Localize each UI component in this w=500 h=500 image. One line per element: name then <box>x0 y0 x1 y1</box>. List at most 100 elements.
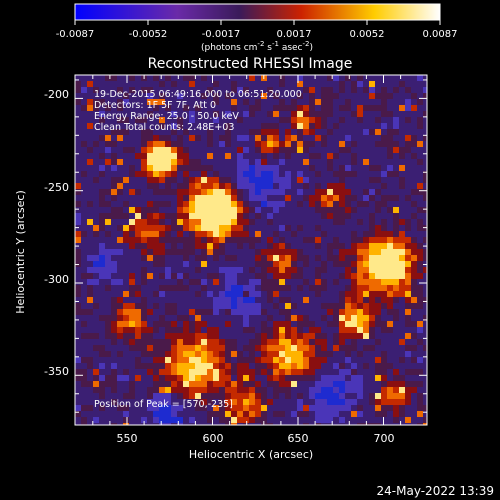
image-pixel <box>411 105 417 111</box>
image-pixel <box>219 177 225 183</box>
image-pixel <box>129 147 135 153</box>
image-pixel <box>225 195 231 201</box>
image-pixel <box>351 135 357 141</box>
image-pixel <box>375 303 381 309</box>
image-pixel <box>357 423 363 425</box>
image-pixel <box>285 225 291 231</box>
image-pixel <box>147 99 153 105</box>
plot-title: Reconstructed RHESSI Image <box>148 56 353 72</box>
image-pixel <box>345 345 351 351</box>
image-pixel <box>273 411 279 417</box>
image-pixel <box>285 249 291 255</box>
image-pixel <box>423 129 427 135</box>
image-pixel <box>267 321 273 327</box>
image-pixel <box>147 345 153 351</box>
image-pixel <box>291 141 297 147</box>
image-pixel <box>303 363 309 369</box>
image-pixel <box>225 351 231 357</box>
image-pixel <box>363 159 369 165</box>
image-pixel <box>345 159 351 165</box>
image-pixel <box>123 339 129 345</box>
image-pixel <box>123 363 129 369</box>
image-pixel <box>309 297 315 303</box>
image-pixel <box>387 225 393 231</box>
image-pixel <box>357 309 363 315</box>
image-pixel <box>273 351 279 357</box>
image-pixel <box>291 171 297 177</box>
image-pixel <box>369 351 375 357</box>
image-pixel <box>375 351 381 357</box>
image-pixel <box>339 411 345 417</box>
image-pixel <box>207 99 213 105</box>
image-pixel <box>267 111 273 117</box>
image-pixel <box>87 87 93 93</box>
image-pixel <box>399 291 405 297</box>
image-pixel <box>159 417 165 423</box>
image-pixel <box>417 285 423 291</box>
image-pixel <box>273 81 279 87</box>
image-pixel <box>297 399 303 405</box>
image-pixel <box>135 351 141 357</box>
image-pixel <box>297 225 303 231</box>
image-pixel <box>93 279 99 285</box>
image-pixel <box>273 273 279 279</box>
image-pixel <box>117 81 123 87</box>
image-pixel <box>189 183 195 189</box>
image-pixel <box>219 297 225 303</box>
image-pixel <box>219 213 225 219</box>
image-pixel <box>129 321 135 327</box>
image-pixel <box>93 177 99 183</box>
image-pixel <box>387 375 393 381</box>
image-pixel <box>123 207 129 213</box>
image-pixel <box>357 147 363 153</box>
image-pixel <box>129 381 135 387</box>
image-pixel <box>417 399 423 405</box>
image-pixel <box>357 111 363 117</box>
image-pixel <box>243 225 249 231</box>
image-pixel <box>423 321 427 327</box>
image-pixel <box>75 267 81 273</box>
image-pixel <box>261 243 267 249</box>
image-pixel <box>267 405 273 411</box>
image-pixel <box>267 219 273 225</box>
image-pixel <box>351 81 357 87</box>
image-pixel <box>273 99 279 105</box>
image-pixel <box>195 75 201 81</box>
image-pixel <box>189 219 195 225</box>
image-pixel <box>363 327 369 333</box>
image-pixel <box>327 297 333 303</box>
image-pixel <box>207 363 213 369</box>
image-pixel <box>255 357 261 363</box>
image-pixel <box>195 123 201 129</box>
image-pixel <box>375 399 381 405</box>
image-pixel <box>81 309 87 315</box>
image-pixel <box>237 297 243 303</box>
image-pixel <box>423 417 427 423</box>
image-pixel <box>303 117 309 123</box>
image-pixel <box>351 351 357 357</box>
image-pixel <box>195 405 201 411</box>
image-pixel <box>189 147 195 153</box>
image-pixel <box>405 207 411 213</box>
image-pixel <box>195 399 201 405</box>
image-pixel <box>225 105 231 111</box>
image-pixel <box>111 117 117 123</box>
image-pixel <box>93 303 99 309</box>
image-pixel <box>369 363 375 369</box>
image-pixel <box>99 237 105 243</box>
image-pixel <box>213 219 219 225</box>
image-pixel <box>381 231 387 237</box>
image-pixel <box>123 189 129 195</box>
image-pixel <box>195 261 201 267</box>
image-pixel <box>333 285 339 291</box>
image-pixel <box>147 225 153 231</box>
image-pixel <box>393 81 399 87</box>
image-pixel <box>321 405 327 411</box>
image-pixel <box>357 201 363 207</box>
image-pixel <box>357 387 363 393</box>
image-pixel <box>153 399 159 405</box>
image-pixel <box>321 147 327 153</box>
image-pixel <box>273 387 279 393</box>
image-pixel <box>231 255 237 261</box>
image-pixel <box>261 285 267 291</box>
